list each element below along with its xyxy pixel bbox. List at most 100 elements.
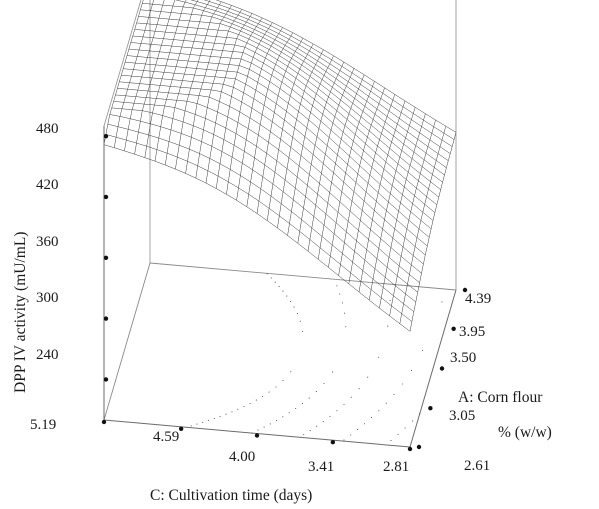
contour-point bbox=[296, 313, 298, 315]
contour-point bbox=[303, 434, 305, 436]
left-top-edge bbox=[103, 0, 142, 127]
contour-point bbox=[419, 413, 421, 415]
mesh-line bbox=[368, 107, 416, 301]
contour-point bbox=[315, 391, 317, 393]
x-tick-dot bbox=[178, 426, 184, 432]
contour-point bbox=[225, 413, 227, 415]
contour-point bbox=[309, 430, 311, 432]
mesh-line bbox=[144, 0, 187, 158]
floor-right-edge bbox=[409, 289, 457, 448]
contour-point bbox=[322, 420, 324, 423]
y-tick-label: 3.05 bbox=[449, 408, 475, 424]
contour-point bbox=[390, 440, 392, 442]
mesh-line bbox=[164, 0, 211, 166]
z-tick-dot bbox=[103, 133, 109, 139]
tick-marks bbox=[101, 133, 468, 452]
contour-point bbox=[270, 277, 272, 279]
mesh-line bbox=[317, 74, 365, 260]
z-tick-dot bbox=[103, 316, 109, 321]
contour-point bbox=[289, 300, 292, 302]
contour-point bbox=[243, 405, 245, 408]
contour-point bbox=[295, 407, 297, 410]
contour-point bbox=[257, 429, 259, 431]
contour-point bbox=[336, 410, 338, 412]
contour-point bbox=[422, 349, 424, 352]
y-tick-dot bbox=[451, 326, 456, 332]
contour-point bbox=[308, 397, 310, 399]
mesh-line bbox=[226, 22, 273, 195]
mesh-line bbox=[109, 114, 416, 303]
z-tick-label: 360 bbox=[36, 234, 59, 250]
contour-point bbox=[332, 371, 334, 373]
contour-point bbox=[329, 415, 331, 417]
contour-point bbox=[378, 356, 380, 358]
mesh-line bbox=[117, 88, 424, 265]
contour-point bbox=[378, 410, 380, 412]
contour-point bbox=[286, 295, 288, 297]
mesh-line bbox=[138, 16, 445, 176]
contour-point bbox=[231, 411, 233, 413]
y-axis-title-line2: % (w/w) bbox=[498, 424, 552, 441]
z-axis-title: DPP IV activity (mU/mL) bbox=[12, 232, 29, 393]
mesh-line bbox=[123, 68, 430, 238]
contour-point bbox=[367, 376, 369, 378]
mesh-line bbox=[195, 9, 243, 179]
floor-plane bbox=[103, 262, 457, 448]
mesh-line bbox=[128, 48, 436, 213]
y-tick-dot bbox=[416, 444, 422, 450]
contour-point bbox=[207, 419, 210, 422]
contour-point bbox=[213, 417, 215, 420]
z-tick-dot bbox=[103, 377, 109, 382]
mesh-line bbox=[277, 49, 324, 228]
y-tick-label: 3.95 bbox=[459, 324, 485, 340]
mesh-line bbox=[185, 5, 232, 174]
x-tick-label: 5.19 bbox=[30, 417, 56, 433]
contour-point bbox=[282, 290, 284, 292]
mesh-line bbox=[338, 87, 385, 276]
contour-point bbox=[251, 432, 253, 434]
mesh-line bbox=[190, 0, 453, 147]
contour-point bbox=[389, 299, 391, 302]
contour-point bbox=[316, 425, 318, 427]
contour-point bbox=[266, 273, 268, 275]
mesh-line bbox=[175, 1, 222, 170]
z-tick-label: 480 bbox=[36, 121, 59, 137]
contour-point bbox=[345, 326, 347, 328]
x-tick-dot bbox=[330, 439, 336, 445]
contour-point bbox=[288, 412, 290, 414]
mesh-line bbox=[119, 81, 426, 256]
contour-point bbox=[301, 403, 303, 405]
mesh-line bbox=[154, 0, 199, 162]
z-tick-dot bbox=[103, 255, 109, 260]
contour-point bbox=[196, 423, 198, 425]
contour-point bbox=[278, 286, 280, 288]
contour-point bbox=[290, 371, 292, 373]
contour-point bbox=[190, 425, 192, 427]
contour-point bbox=[282, 380, 284, 382]
contour-point bbox=[268, 391, 270, 393]
mesh-line bbox=[266, 43, 314, 221]
z-tick-label: 300 bbox=[36, 290, 59, 306]
mesh-line bbox=[297, 61, 345, 244]
mesh-line bbox=[103, 0, 144, 145]
back-frame bbox=[103, 0, 457, 290]
mesh-line bbox=[215, 17, 263, 189]
mesh-line bbox=[379, 113, 426, 309]
contour-point bbox=[299, 320, 301, 322]
mesh-line bbox=[107, 123, 414, 312]
mesh-line bbox=[236, 27, 283, 201]
x-tick-label: 4.59 bbox=[153, 429, 179, 445]
mesh-line bbox=[142, 3, 449, 161]
y-tick-label: 4.39 bbox=[465, 291, 491, 307]
y-tick-dot bbox=[439, 366, 445, 371]
mesh-line bbox=[287, 55, 334, 236]
contour-point bbox=[401, 383, 403, 385]
contour-point bbox=[357, 429, 359, 431]
mesh-line bbox=[140, 9, 447, 169]
contour-point bbox=[341, 302, 343, 304]
mesh-line bbox=[307, 68, 355, 252]
floor-left-edge bbox=[103, 262, 151, 421]
contour-point bbox=[275, 386, 277, 388]
contour-point bbox=[344, 312, 346, 314]
